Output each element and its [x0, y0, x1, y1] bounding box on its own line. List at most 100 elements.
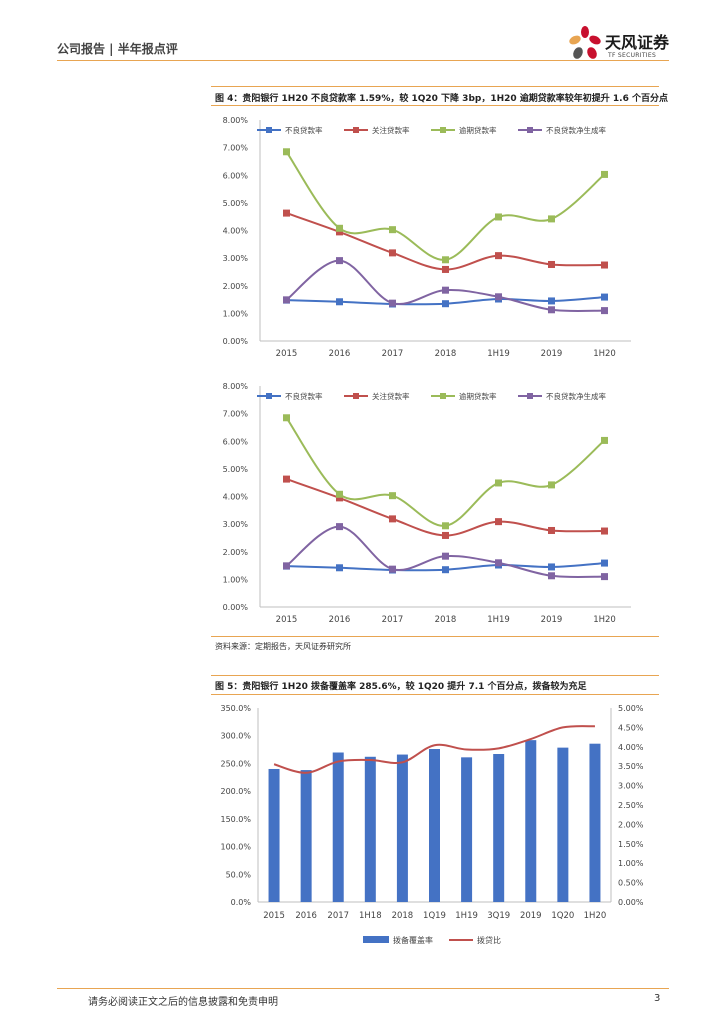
data-point-marker — [283, 562, 290, 570]
data-point-marker — [601, 559, 608, 567]
bar — [268, 768, 280, 902]
data-point-marker — [389, 249, 396, 257]
legend-swatch-bar — [363, 936, 389, 943]
y-tick-label: 3.00% — [223, 520, 249, 529]
bar — [493, 754, 505, 902]
legend-label: 不良贷款率 — [285, 125, 323, 135]
y2-tick-label: 4.00% — [618, 743, 644, 752]
x-tick-label: 2015 — [276, 349, 298, 359]
y-tick-label: 5.00% — [223, 199, 249, 208]
data-point-marker — [389, 226, 396, 234]
y-tick-label: 1.00% — [223, 309, 249, 318]
legend-marker — [266, 393, 272, 399]
x-tick-label: 1Q19 — [423, 911, 446, 921]
y-tick-label: 6.00% — [223, 171, 249, 180]
x-tick-label: 2016 — [295, 911, 317, 921]
y2-tick-label: 0.50% — [618, 879, 644, 888]
x-tick-label: 2016 — [329, 349, 351, 359]
data-point-marker — [336, 494, 343, 502]
legend-label: 不良贷款率 — [285, 391, 323, 401]
bar — [525, 740, 537, 902]
y2-tick-label: 3.50% — [618, 762, 644, 771]
x-tick-label: 1H18 — [359, 911, 382, 921]
data-point-marker — [495, 479, 502, 487]
y2-tick-label: 2.50% — [618, 801, 644, 810]
data-point-marker — [336, 523, 343, 531]
y-tick-label: 3.00% — [223, 254, 249, 263]
y-tick-label: 8.00% — [223, 116, 249, 125]
legend-marker — [266, 127, 272, 133]
data-point-marker — [389, 299, 396, 307]
chart-loan-quality-2: 0.00% 1.00% 2.00% 3.00% 4.00% 5.00% 6.00% 7.00%… — [223, 382, 631, 625]
x-tick-label: 2018 — [435, 349, 457, 359]
y2-tick-label: 0.00% — [618, 898, 644, 907]
y-tick-label: 200.0% — [220, 787, 251, 796]
y-tick-label: 2.00% — [223, 282, 249, 291]
bar — [332, 752, 344, 902]
data-point-marker — [548, 297, 555, 305]
logo-text-en: TF SECURITIES — [608, 52, 657, 59]
y-tick-label: 4.00% — [223, 227, 249, 236]
footer-disclaimer: 请务必阅读正文之后的信息披露和免责申明 — [88, 997, 278, 1008]
legend-marker — [527, 127, 533, 133]
data-point-marker — [336, 490, 343, 498]
data-point-marker — [283, 296, 290, 304]
data-point-marker — [548, 306, 555, 314]
bar — [364, 756, 376, 902]
y-tick-label: 1.00% — [223, 575, 249, 584]
data-point-marker — [389, 515, 396, 523]
flower-logo-icon — [569, 26, 601, 59]
header-divider — [57, 60, 669, 61]
data-point-marker — [601, 293, 608, 301]
data-point-marker — [601, 573, 608, 581]
data-point-marker — [548, 481, 555, 489]
x-tick-label: 1H19 — [487, 615, 510, 625]
y2-tick-label: 2.00% — [618, 820, 644, 829]
y-tick-label: 7.00% — [223, 410, 249, 419]
page-number: 3 — [654, 993, 661, 1004]
legend-marker — [440, 127, 446, 133]
figure4-title-rule — [211, 105, 659, 106]
legend-label: 关注贷款率 — [372, 125, 410, 135]
data-point-marker — [283, 148, 290, 156]
series-line — [273, 725, 595, 774]
data-point-marker — [548, 572, 555, 580]
data-point-marker — [336, 564, 343, 572]
bar — [429, 749, 440, 902]
y-tick-label: 7.00% — [223, 144, 249, 153]
y2-tick-label: 4.50% — [618, 723, 644, 732]
y-tick-label: 0.00% — [223, 337, 249, 346]
y-tick-label: 250.0% — [220, 759, 251, 768]
y-tick-label: 50.0% — [226, 870, 252, 879]
legend-label: 拨贷比 — [477, 935, 501, 945]
y-tick-label: 2.00% — [223, 548, 249, 557]
y2-tick-label: 5.00% — [618, 704, 644, 713]
data-point-marker — [548, 526, 555, 534]
bar — [557, 747, 569, 902]
x-tick-label: 1H20 — [593, 615, 616, 625]
data-point-marker — [495, 518, 502, 526]
data-point-marker — [548, 563, 555, 571]
bar — [589, 743, 601, 902]
data-point-marker — [442, 531, 449, 539]
data-point-marker — [442, 522, 449, 530]
x-tick-label: 1H19 — [487, 349, 510, 359]
x-tick-label: 2019 — [541, 349, 563, 359]
data-point-marker — [336, 224, 343, 232]
data-point-marker — [601, 307, 608, 315]
data-point-marker — [495, 559, 502, 567]
data-point-marker — [442, 566, 449, 574]
legend-label: 拨备覆盖率 — [393, 935, 433, 945]
data-point-marker — [495, 252, 502, 260]
bar — [461, 757, 473, 902]
footer-divider — [57, 988, 669, 989]
data-point-marker — [548, 215, 555, 223]
chart-provision-coverage: 0.0% 50.0% 100.0% 150.0% 200.0% 250.0% 300.0% 3… — [220, 704, 644, 945]
y2-tick-label: 1.50% — [618, 840, 644, 849]
series-line — [285, 417, 606, 527]
legend-label: 逾期贷款率 — [459, 391, 497, 401]
y-tick-label: 0.0% — [231, 898, 252, 907]
data-point-marker — [442, 256, 449, 264]
data-point-marker — [442, 552, 449, 560]
data-point-marker — [283, 209, 290, 217]
